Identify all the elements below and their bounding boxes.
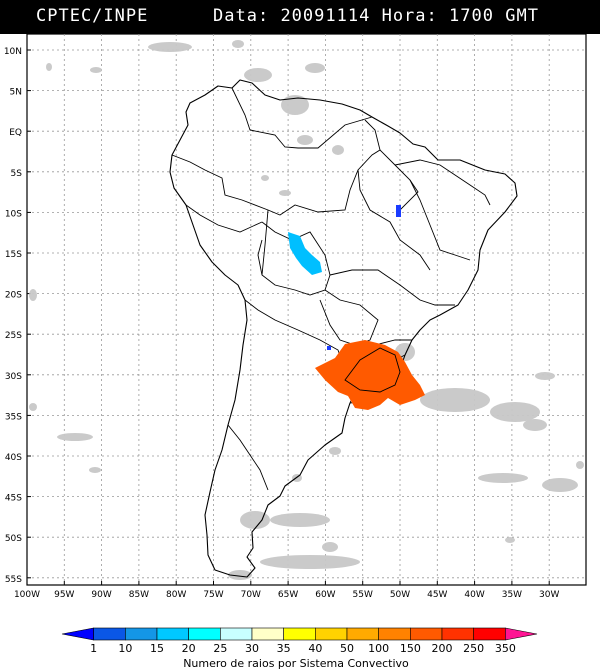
longitude-labels: 100W 95W 90W 85W 80W 75W 70W 65W 60W 55W 50W 45W 40W… bbox=[14, 590, 560, 600]
axis-ticks bbox=[26, 49, 550, 585]
lon-label: 45W bbox=[427, 590, 447, 600]
lat-label: 30S bbox=[5, 372, 22, 382]
timestamp-label: Data: 20091114 Hora: 1700 GMT bbox=[213, 6, 539, 26]
lat-label: 15S bbox=[5, 250, 22, 260]
lon-label: 55W bbox=[353, 590, 373, 600]
lat-label: 40S bbox=[5, 453, 22, 463]
lon-label: 35W bbox=[502, 590, 522, 600]
legend-value-label: 250 bbox=[463, 642, 484, 655]
lon-label: 75W bbox=[203, 590, 223, 600]
title-bar: CPTEC/INPE Data: 20091114 Hora: 1700 GMT bbox=[0, 0, 600, 34]
legend-swatch bbox=[61, 627, 94, 641]
cloud-areas bbox=[29, 40, 584, 580]
legend-swatch bbox=[378, 627, 411, 641]
country-borders bbox=[171, 87, 491, 491]
lon-label: 100W bbox=[14, 590, 40, 600]
map-frame bbox=[26, 34, 587, 586]
hour-label: Hora: bbox=[381, 6, 438, 26]
legend-value-label: 25 bbox=[213, 642, 227, 655]
legend-value-label: 30 bbox=[245, 642, 259, 655]
legend-swatch bbox=[220, 627, 253, 641]
lon-label: 60W bbox=[315, 590, 335, 600]
source-label: CPTEC/INPE bbox=[36, 6, 149, 26]
legend-value-label: 350 bbox=[495, 642, 516, 655]
hour-value: 1700 bbox=[449, 6, 494, 26]
legend-swatch bbox=[93, 627, 126, 641]
legend-value-label: 50 bbox=[340, 642, 354, 655]
lightning-cell-blue-tiny bbox=[327, 346, 331, 350]
lightning-cells bbox=[288, 205, 425, 410]
timezone-label: GMT bbox=[505, 6, 539, 26]
legend-value-label: 35 bbox=[277, 642, 291, 655]
latitude-labels: 10N 5N EQ 5S 10S 15S 20S 25S 30S 35S 40S 45S 50S 55S bbox=[4, 47, 22, 585]
legend-value-label: 40 bbox=[308, 642, 322, 655]
lon-label: 85W bbox=[129, 590, 149, 600]
lat-label: 5S bbox=[11, 169, 23, 179]
lon-label: 95W bbox=[54, 590, 74, 600]
lightning-cell-blue-small bbox=[396, 205, 401, 217]
date-label: Data: bbox=[213, 6, 270, 26]
legend-value-label: 150 bbox=[400, 642, 421, 655]
lat-label: 35S bbox=[5, 412, 22, 422]
color-legend: 1 10 15 20 25 30 35 40 50 100 150 200 250 350 bbox=[61, 627, 538, 655]
lon-label: 50W bbox=[390, 590, 410, 600]
legend-caption: Numero de raios por Sistema Convectivo bbox=[183, 657, 409, 670]
legend-swatch bbox=[156, 627, 189, 641]
lon-label: 40W bbox=[464, 590, 484, 600]
legend-value-label: 100 bbox=[368, 642, 389, 655]
lightning-cell-orange bbox=[315, 340, 425, 410]
lat-label: 10S bbox=[5, 209, 22, 219]
lat-label: 50S bbox=[5, 534, 22, 544]
lat-label: 20S bbox=[5, 291, 22, 301]
lightning-cell-outline bbox=[344, 347, 401, 393]
legend-value-label: 1 bbox=[90, 642, 97, 655]
legend-swatch bbox=[283, 627, 316, 641]
legend-swatch bbox=[125, 627, 158, 641]
lightning-cell-cyan bbox=[288, 232, 322, 275]
legend-swatch bbox=[473, 627, 506, 641]
legend-swatch bbox=[346, 627, 379, 641]
lon-label: 65W bbox=[278, 590, 298, 600]
legend-swatch bbox=[505, 627, 538, 641]
legend-swatch bbox=[251, 627, 284, 641]
date-value: 20091114 bbox=[280, 6, 371, 26]
lat-label: EQ bbox=[9, 128, 22, 138]
legend-swatch bbox=[315, 627, 348, 641]
legend-value-label: 20 bbox=[182, 642, 196, 655]
lat-label: 25S bbox=[5, 331, 22, 341]
lat-label: 10N bbox=[4, 47, 22, 57]
legend-value-label: 10 bbox=[118, 642, 132, 655]
legend-value-label: 15 bbox=[150, 642, 164, 655]
legend-swatch bbox=[441, 627, 474, 641]
lon-label: 80W bbox=[166, 590, 186, 600]
lon-label: 90W bbox=[91, 590, 111, 600]
lon-label: 70W bbox=[241, 590, 261, 600]
legend-value-label: 200 bbox=[432, 642, 453, 655]
lat-label: 55S bbox=[5, 575, 22, 585]
map-panel: 10N5NEQ5S10S15S20S25S30S35S40S45S50S55S … bbox=[4, 34, 587, 670]
lon-label: 30W bbox=[539, 590, 559, 600]
graticule bbox=[27, 34, 586, 585]
legend-swatch bbox=[188, 627, 221, 641]
lat-label: 5N bbox=[10, 88, 22, 98]
legend-swatch bbox=[410, 627, 443, 641]
lat-label: 45S bbox=[5, 494, 22, 504]
